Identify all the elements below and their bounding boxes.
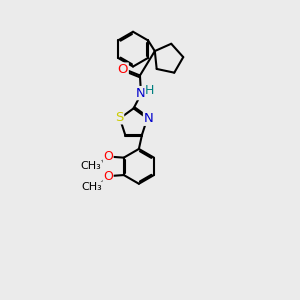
Text: N: N [143,112,153,125]
Text: O: O [118,63,128,76]
Text: S: S [115,111,124,124]
Text: N: N [136,87,146,100]
Text: O: O [103,150,113,163]
Text: O: O [103,170,113,183]
Text: CH₃: CH₃ [82,182,103,192]
Text: H: H [145,84,154,97]
Text: CH₃: CH₃ [81,161,101,171]
